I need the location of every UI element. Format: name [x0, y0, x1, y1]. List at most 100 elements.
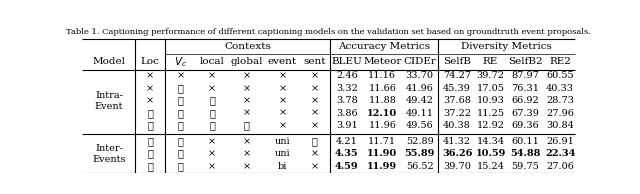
Text: ×: ×: [310, 71, 319, 80]
Text: 41.96: 41.96: [406, 84, 433, 93]
Text: SelfB2: SelfB2: [508, 57, 543, 67]
Text: 67.39: 67.39: [511, 109, 540, 118]
Text: ×: ×: [243, 109, 251, 118]
Text: Inter-
Events: Inter- Events: [92, 144, 125, 164]
Text: BLEU: BLEU: [332, 57, 362, 67]
Text: 17.05: 17.05: [477, 84, 504, 93]
Text: Table 1. Captioning performance of different captioning models on the validation: Table 1. Captioning performance of diffe…: [65, 28, 591, 36]
Text: 40.33: 40.33: [546, 84, 574, 93]
Text: ×: ×: [208, 84, 216, 93]
Text: ×: ×: [243, 162, 251, 171]
Text: Accuracy Metrics: Accuracy Metrics: [338, 42, 430, 51]
Text: 12.10: 12.10: [367, 109, 397, 118]
Text: 11.88: 11.88: [368, 96, 396, 105]
Text: 11.99: 11.99: [367, 162, 397, 171]
Text: ×: ×: [278, 109, 286, 118]
Text: ×: ×: [278, 96, 286, 105]
Text: 54.88: 54.88: [510, 149, 541, 158]
Text: ×: ×: [310, 96, 319, 105]
Text: 49.42: 49.42: [406, 96, 434, 105]
Text: RE: RE: [483, 57, 498, 67]
Text: 4.59: 4.59: [335, 162, 358, 171]
Text: 59.75: 59.75: [511, 162, 540, 171]
Text: ×: ×: [243, 71, 251, 80]
Text: 11.96: 11.96: [368, 121, 396, 130]
Text: 74.27: 74.27: [443, 71, 471, 80]
Text: ×: ×: [208, 162, 216, 171]
Text: 4.21: 4.21: [336, 137, 358, 146]
Text: 60.11: 60.11: [511, 137, 540, 146]
Text: 33.70: 33.70: [406, 71, 434, 80]
Text: ✓: ✓: [209, 96, 215, 105]
Text: 39.72: 39.72: [477, 71, 504, 80]
Text: ×: ×: [177, 71, 184, 80]
Text: ✓: ✓: [177, 162, 184, 171]
Text: ×: ×: [310, 162, 319, 171]
Text: $V_c$: $V_c$: [174, 55, 187, 69]
Text: ×: ×: [146, 71, 154, 80]
Text: 30.84: 30.84: [547, 121, 574, 130]
Text: 49.56: 49.56: [406, 121, 433, 130]
Text: ✓: ✓: [244, 121, 250, 130]
Text: 2.46: 2.46: [336, 71, 358, 80]
Text: 69.36: 69.36: [511, 121, 540, 130]
Text: 11.66: 11.66: [368, 84, 396, 93]
Text: CIDEr: CIDEr: [403, 57, 436, 67]
Text: 11.71: 11.71: [368, 137, 396, 146]
Text: Contexts: Contexts: [224, 42, 271, 51]
Text: 12.92: 12.92: [477, 121, 504, 130]
Text: ✓: ✓: [177, 121, 184, 130]
Text: ×: ×: [310, 109, 319, 118]
Text: ×: ×: [208, 71, 216, 80]
Text: 10.59: 10.59: [476, 149, 506, 158]
Text: 3.91: 3.91: [336, 121, 358, 130]
Text: 11.25: 11.25: [477, 109, 504, 118]
Text: Intra-
Event: Intra- Event: [95, 91, 123, 111]
Text: Model: Model: [92, 57, 125, 67]
Text: 27.06: 27.06: [547, 162, 574, 171]
Text: SelfB: SelfB: [443, 57, 471, 67]
Text: Loc: Loc: [141, 57, 159, 67]
Text: 60.55: 60.55: [547, 71, 574, 80]
Text: ✓: ✓: [177, 109, 184, 118]
Text: ✓: ✓: [147, 162, 153, 171]
Text: ✓: ✓: [177, 96, 184, 105]
Text: ✓: ✓: [177, 149, 184, 158]
Text: 37.68: 37.68: [443, 96, 471, 105]
Text: 27.96: 27.96: [547, 109, 574, 118]
Text: ×: ×: [146, 84, 154, 93]
Text: 14.34: 14.34: [477, 137, 504, 146]
Text: 3.86: 3.86: [336, 109, 358, 118]
Text: 37.22: 37.22: [443, 109, 471, 118]
Text: uni: uni: [275, 149, 290, 158]
Text: 28.73: 28.73: [546, 96, 574, 105]
Text: ×: ×: [310, 149, 319, 158]
Text: ×: ×: [146, 96, 154, 105]
Text: ✓: ✓: [177, 84, 184, 93]
Text: 11.90: 11.90: [367, 149, 397, 158]
Text: 40.38: 40.38: [443, 121, 471, 130]
Text: 15.24: 15.24: [477, 162, 504, 171]
Text: 26.91: 26.91: [547, 137, 574, 146]
Text: local: local: [200, 57, 225, 67]
Text: 87.97: 87.97: [511, 71, 540, 80]
Text: ×: ×: [243, 84, 251, 93]
Text: 55.89: 55.89: [404, 149, 435, 158]
Text: 41.32: 41.32: [443, 137, 471, 146]
Text: 66.92: 66.92: [511, 96, 540, 105]
Text: ✓: ✓: [147, 149, 153, 158]
Text: 11.16: 11.16: [368, 71, 396, 80]
Text: ×: ×: [208, 149, 216, 158]
Text: 76.31: 76.31: [511, 84, 540, 93]
Text: 52.89: 52.89: [406, 137, 433, 146]
Text: ×: ×: [278, 121, 286, 130]
Text: Diversity Metrics: Diversity Metrics: [461, 42, 552, 51]
Text: 56.52: 56.52: [406, 162, 433, 171]
Text: uni: uni: [275, 137, 290, 146]
Text: global: global: [230, 57, 263, 67]
Text: 3.78: 3.78: [336, 96, 358, 105]
Text: ✓: ✓: [147, 137, 153, 146]
Text: ✓: ✓: [209, 109, 215, 118]
Text: 36.26: 36.26: [442, 149, 472, 158]
Text: ×: ×: [208, 137, 216, 146]
